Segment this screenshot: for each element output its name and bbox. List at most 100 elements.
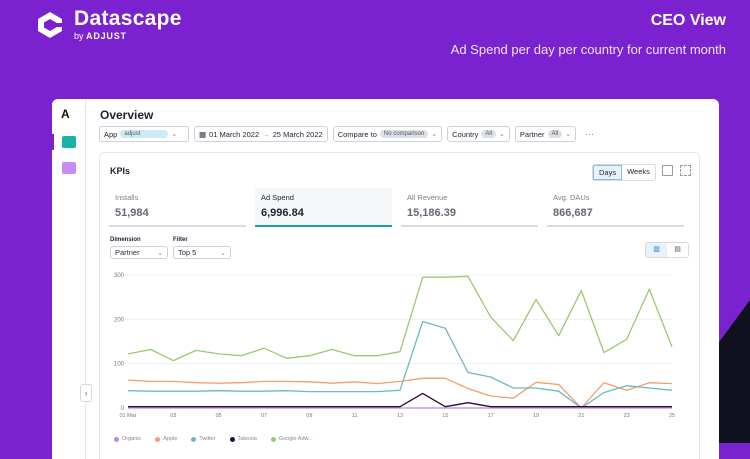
kpi-underline: [109, 225, 246, 227]
x-tick-label: 07: [261, 413, 267, 419]
filter-select[interactable]: Top 5 ⌄: [173, 246, 231, 259]
y-tick-label: 200: [114, 317, 125, 323]
dimension-label: Dimension: [110, 237, 141, 243]
legend-label: Apple: [163, 436, 178, 442]
country-label: Country: [452, 129, 479, 139]
app-window: A › Overview App adjust ⌄ ▦ 01 March 202…: [52, 99, 719, 459]
series-line: [127, 377, 673, 409]
chevron-down-icon: ⌄: [171, 131, 178, 138]
x-tick-label: 09: [306, 413, 312, 419]
app-filter[interactable]: App adjust ⌄: [99, 126, 189, 142]
kpi-card-installs[interactable]: Installs 51,984: [109, 188, 246, 227]
app-filter-value: adjust: [120, 130, 169, 138]
line-chart: 0 100 200 300 01 Mar 03 05 07 09 11 13 15 17 19 21 23 25: [114, 273, 675, 419]
series-line: [127, 320, 673, 409]
sidebar: A: [52, 99, 86, 459]
legend-item[interactable]: Google Adw...: [270, 436, 313, 442]
kpi-underline: [547, 225, 684, 227]
legend-label: Google Adw...: [278, 436, 313, 442]
datascape-logo-icon: [38, 12, 62, 38]
series-line: [128, 392, 672, 408]
kpi-panel: KPIs Days Weeks Installs 51,984 Ad Spend…: [99, 152, 700, 459]
x-tick-label: 11: [352, 413, 358, 419]
granularity-toggle: Days Weeks: [592, 164, 656, 181]
x-tick-label: 19: [533, 413, 539, 419]
toggle-weeks[interactable]: Weeks: [627, 167, 650, 176]
x-tick-label: 17: [488, 413, 494, 419]
date-range-filter[interactable]: ▦ 01 March 2022 → 25 March 2022: [194, 126, 328, 142]
view-title: CEO View: [650, 12, 726, 29]
kpi-value: 51,984: [115, 207, 149, 219]
legend-item[interactable]: Apple: [155, 436, 177, 442]
collapse-sidebar-button[interactable]: ›: [80, 384, 92, 402]
toggle-days[interactable]: Days: [593, 165, 623, 180]
expand-icon[interactable]: [680, 165, 691, 176]
kpi-card-avg-daus[interactable]: Avg. DAUs 866,687: [547, 188, 684, 227]
kpi-underline: [255, 225, 392, 227]
kpi-card-ad-spend[interactable]: Ad Spend 6,996.84: [255, 188, 392, 227]
kpi-label: Installs: [115, 193, 139, 202]
dimension-value: Partner: [115, 248, 140, 257]
compare-value: No comparison: [379, 130, 429, 138]
legend-swatch: [114, 436, 119, 442]
kpi-value: 15,186.39: [407, 207, 456, 219]
chevron-down-icon: ⌄: [499, 131, 505, 138]
compare-filter[interactable]: Compare to No comparison ⌄: [332, 126, 443, 142]
y-tick-label: 100: [114, 362, 125, 368]
legend-item[interactable]: Taboola: [229, 436, 257, 442]
kpi-label: Avg. DAUs: [553, 193, 590, 202]
date-end: 25 March 2022: [272, 129, 323, 139]
compare-label: Compare to: [337, 129, 377, 139]
brand-sub: ADJUST: [86, 31, 127, 41]
edit-icon[interactable]: [662, 165, 673, 176]
brand: Datascape by ADJUST: [36, 8, 182, 42]
more-filters-button[interactable]: ···: [585, 129, 595, 139]
kpi-value: 6,996.84: [261, 207, 304, 219]
kpi-value: 866,687: [553, 207, 593, 219]
app-filter-label: App: [104, 129, 118, 139]
kpi-underline: [401, 225, 538, 227]
legend-label: Twitter: [199, 436, 216, 442]
legend-swatch: [155, 436, 161, 442]
legend-item[interactable]: Organic: [114, 436, 141, 442]
chevron-down-icon: ⌄: [565, 131, 572, 138]
calendar-icon: ▦: [199, 129, 207, 139]
x-tick-label: 25: [669, 413, 675, 419]
date-start: 01 March 2022: [209, 129, 260, 139]
kpi-panel-title: KPIs: [110, 166, 131, 176]
legend-label: Taboola: [237, 436, 257, 442]
sidebar-item-reports[interactable]: [62, 162, 76, 174]
legend-label: Organic: [122, 436, 142, 442]
dimension-select[interactable]: Partner ⌄: [110, 246, 168, 259]
partner-label: Partner: [519, 129, 545, 139]
chart-legend: Organic Apple Twitter Taboola Google Adw...: [114, 436, 313, 442]
x-tick-label: 13: [397, 413, 403, 419]
table-view-icon[interactable]: ▤: [674, 246, 681, 253]
x-tick-label: 01 Mar: [119, 413, 136, 419]
date-separator: →: [262, 129, 270, 139]
legend-swatch: [229, 436, 235, 442]
partner-filter[interactable]: Partner All ⌄: [514, 126, 577, 142]
legend-item[interactable]: Twitter: [191, 436, 216, 442]
filter-label: Filter: [173, 237, 188, 243]
kpi-label: Ad Spend: [261, 193, 294, 202]
brand-by: by: [74, 31, 84, 41]
chevron-down-icon: ⌄: [220, 249, 226, 257]
country-filter[interactable]: Country All ⌄: [447, 126, 510, 142]
filter-bar: App adjust ⌄ ▦ 01 March 2022 → 25 March …: [99, 126, 594, 142]
sidebar-item-dashboard[interactable]: [52, 134, 76, 150]
page-header: CEO View Ad Spend per day per country fo…: [451, 12, 726, 57]
chevron-down-icon: ⌄: [431, 131, 438, 138]
chart-view-icon[interactable]: ▥: [646, 243, 667, 257]
legend-swatch: [191, 436, 197, 442]
page-title: Overview: [100, 108, 154, 122]
kpi-card-all-revenue[interactable]: All Revenue 15,186.39: [401, 188, 538, 227]
adjust-logo-icon: A: [61, 107, 70, 121]
view-toggle: ▥ ▤: [645, 242, 689, 258]
legend-swatch: [270, 436, 276, 442]
y-tick-label: 0: [121, 406, 125, 412]
series-line: [127, 275, 673, 362]
x-tick-label: 23: [624, 413, 630, 419]
kpi-cards: Installs 51,984 Ad Spend 6,996.84 All Re…: [109, 188, 693, 227]
brand-name: Datascape: [74, 7, 182, 30]
